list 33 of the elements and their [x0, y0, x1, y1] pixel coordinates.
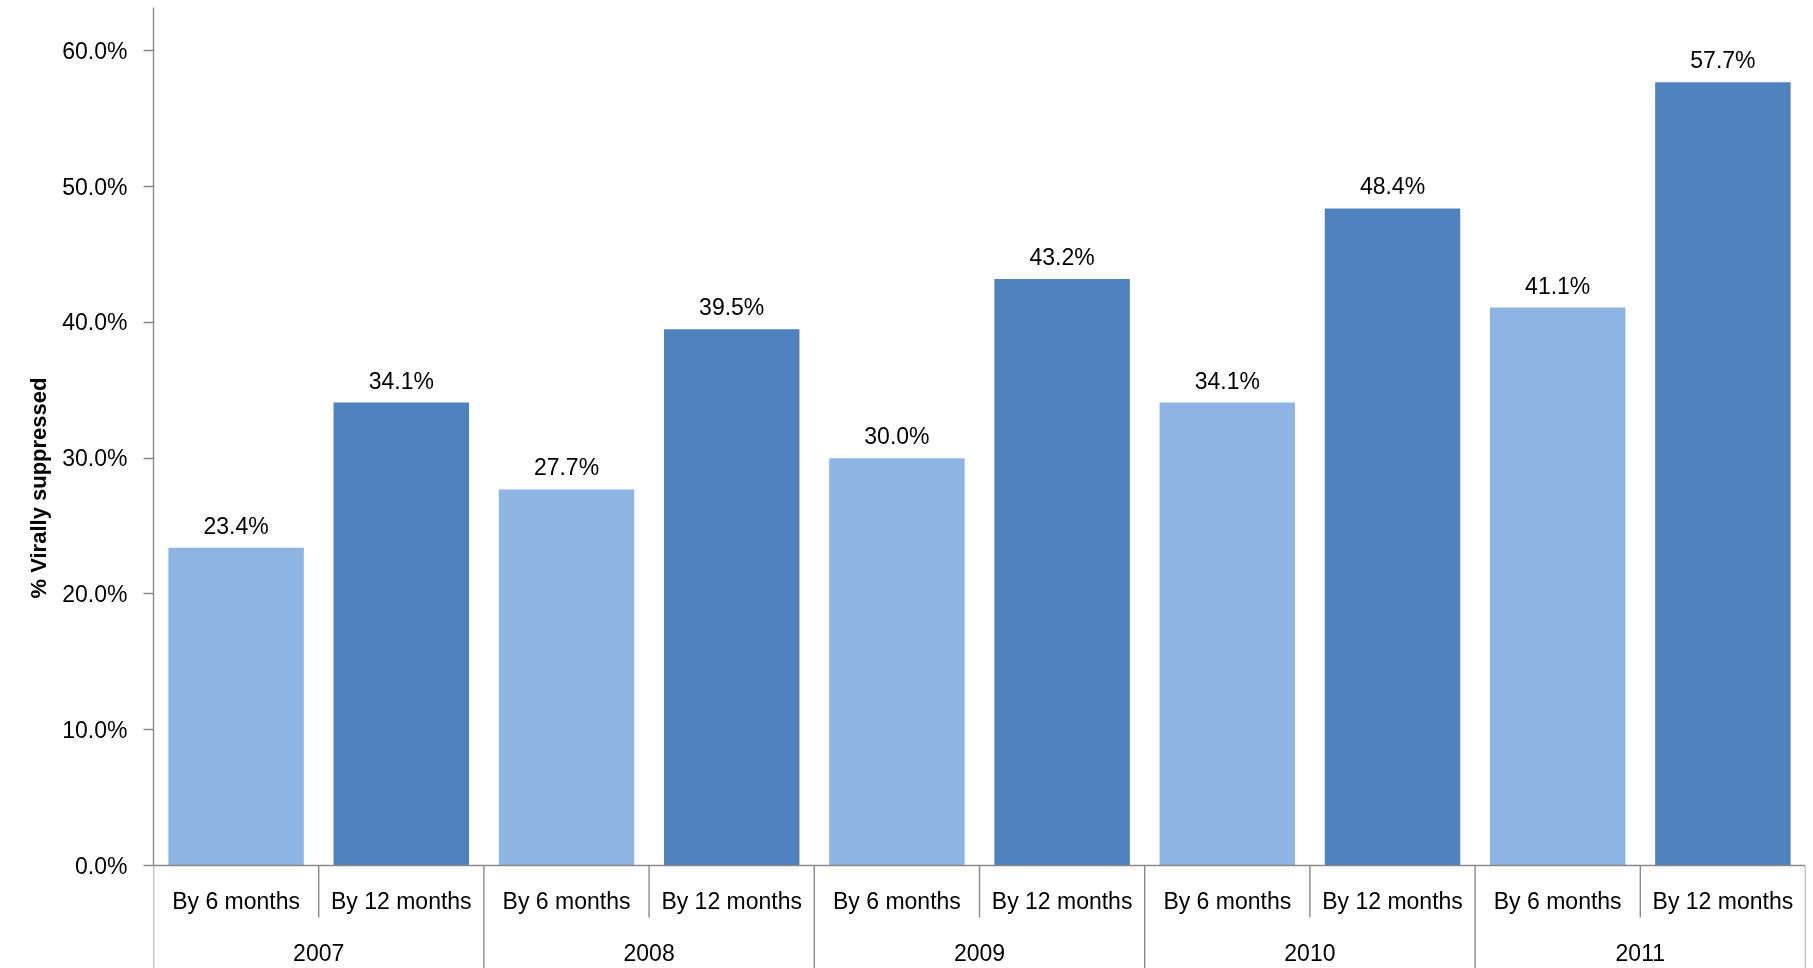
series-label: By 12 months	[1322, 887, 1463, 914]
text: By 6 months	[1163, 887, 1292, 914]
x-tick-label: 2010	[1284, 940, 1336, 966]
series-label: By 6 months	[172, 887, 301, 914]
y-tick-label: 10.0%	[62, 716, 128, 743]
y-tick-label: 60.0%	[62, 37, 128, 64]
data-label: 43.2%	[1029, 244, 1095, 271]
data-label: 34.1%	[368, 367, 434, 394]
x-tick-label: 2009	[953, 940, 1006, 966]
text: By 12 months	[330, 887, 472, 914]
text: By 6 months	[1493, 887, 1622, 914]
text: By 12 months	[661, 887, 803, 914]
x-tick-label: 2011	[1615, 940, 1666, 966]
text: By 12 months	[1652, 887, 1794, 914]
y-tick-label: 0.0%	[75, 852, 128, 879]
data-label: 57.7%	[1690, 47, 1756, 74]
x-tick-label: 2007	[293, 940, 345, 966]
y-tick-label: 50.0%	[62, 173, 128, 200]
data-label: 34.1%	[1194, 367, 1260, 394]
text: By 6 months	[832, 887, 961, 914]
y-tick-label: 30.0%	[62, 445, 128, 472]
y-axis-title: % Virally suppressed	[26, 377, 52, 599]
data-label: 30.0%	[864, 423, 930, 450]
x-tick-label: 2008	[623, 940, 675, 966]
text: By 12 months	[991, 887, 1133, 914]
y-tick-label: 40.0%	[62, 309, 128, 336]
data-label: 27.7%	[533, 454, 600, 481]
data-label: 48.4%	[1359, 173, 1426, 200]
data-label: 39.5%	[699, 294, 765, 321]
y-tick-label: 20.0%	[62, 580, 128, 607]
data-label: 23.4%	[203, 512, 269, 539]
text: By 6 months	[502, 887, 631, 914]
data-label: 41.1%	[1525, 272, 1591, 299]
